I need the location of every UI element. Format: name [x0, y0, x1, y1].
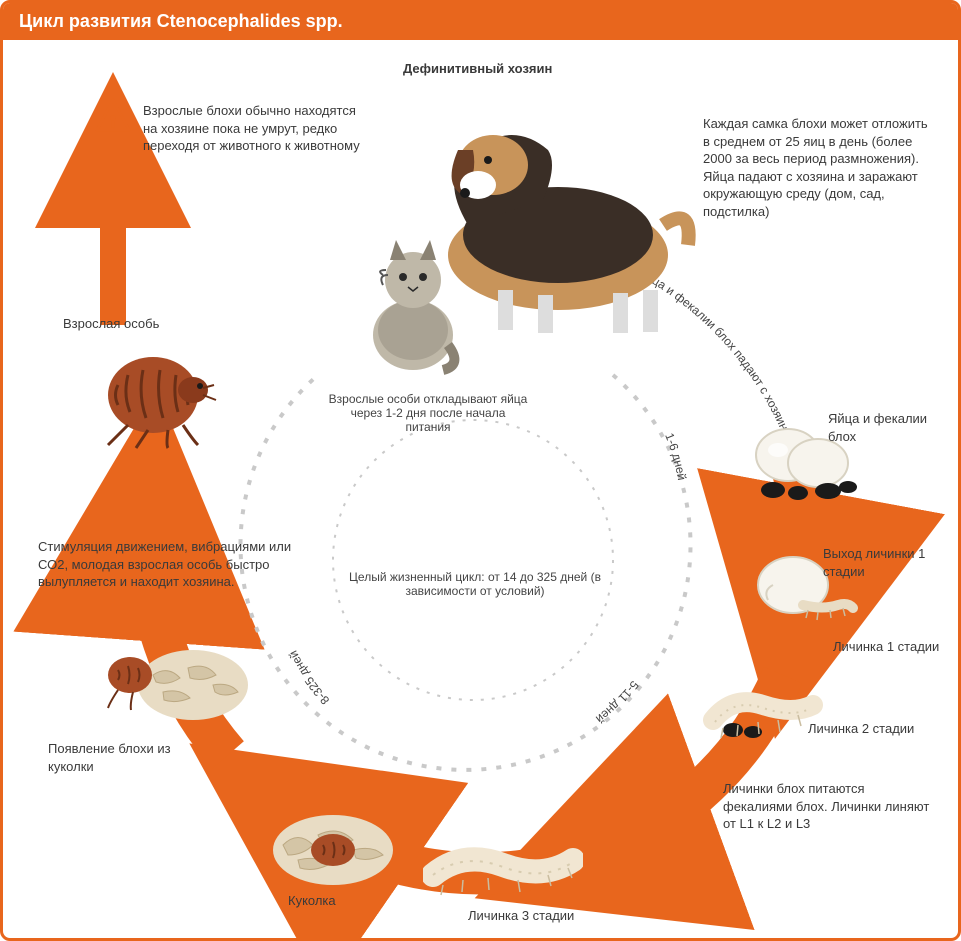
larva3-illustration: [423, 840, 583, 900]
flea-emerge-label: Появление блохи из куколки: [48, 740, 188, 775]
header-bar: Цикл развития Ctenocephalides spp.: [3, 3, 958, 40]
svg-text:5-11 дней: 5-11 дней: [593, 678, 641, 726]
adult-flea-text: Взрослые блохи обычно находятся на хозяи…: [143, 102, 373, 155]
larva2-illustration: [703, 680, 823, 750]
larvae-feed-text: Личинки блох питаются фекалиями блох. Ли…: [723, 780, 933, 833]
warning-icon: [95, 98, 131, 134]
full-cycle-text: Целый жизненный цикл: от 14 до 325 дней …: [335, 570, 615, 598]
pupa-label: Куколка: [288, 892, 336, 910]
inner-adult-lay-text: Взрослые особи откладывают яйца через 1-…: [328, 392, 528, 434]
larva1-emerge-label: Выход личинки 1 стадии: [823, 545, 943, 580]
diagram-canvas: Яйца и фекалии блох падают с хозяина 1-6…: [3, 40, 958, 935]
days-8-325: 8-325 дней: [286, 648, 332, 707]
svg-text:1-6 дней: 1-6 дней: [662, 431, 689, 481]
adult-stage-label: Взрослая особь: [63, 315, 159, 333]
stimulation-text: Стимуляция движением, вибрациями или СО2…: [38, 538, 298, 591]
diagram-container: Цикл развития Ctenocephalides spp.: [0, 0, 961, 941]
larva3-label: Личинка 3 стадии: [468, 907, 574, 925]
host-cat-illustration: [348, 235, 478, 375]
header-title: Цикл развития Ctenocephalides spp.: [19, 11, 343, 31]
days-1-6: 1-6 дней: [662, 431, 689, 481]
larva2-label: Личинка 2 стадии: [808, 720, 914, 738]
days-5-11: 5-11 дней: [593, 678, 641, 726]
definitive-host-label: Дефинитивный хозяин: [403, 60, 552, 78]
adult-flea-illustration: [88, 340, 218, 450]
eggs-feces-label: Яйца и фекалии блох: [828, 410, 938, 445]
female-egg-text: Каждая самка блохи может отложить в сред…: [703, 115, 938, 220]
larva1-label: Личинка 1 стадии: [833, 638, 939, 656]
pupa-illustration: [258, 800, 408, 890]
svg-text:8-325 дней: 8-325 дней: [286, 648, 332, 707]
flea-emerge-illustration: [98, 630, 258, 730]
